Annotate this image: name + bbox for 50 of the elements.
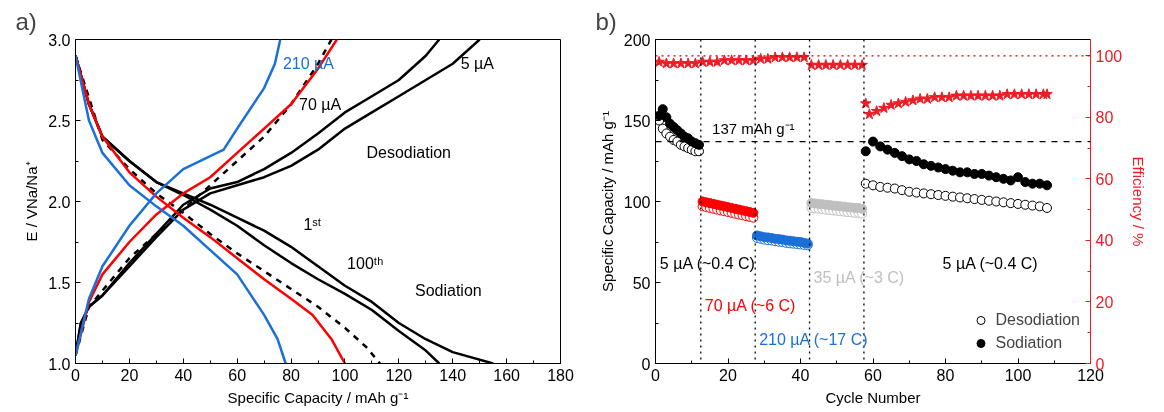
x-axis-title: Specific Capacity / mAh g⁻¹ bbox=[227, 388, 409, 406]
annotation: 35 µA (~3 C) bbox=[813, 269, 905, 287]
x-tick-label: 40 bbox=[791, 366, 810, 384]
y2-tick-label: 20 bbox=[1095, 293, 1114, 311]
y2-tick-label: 40 bbox=[1095, 232, 1114, 250]
y-tick-label: 100 bbox=[623, 193, 651, 211]
x-tick-label: 100 bbox=[331, 366, 359, 384]
annotation: 210 µA (~17 C) bbox=[759, 330, 868, 348]
annotation: 70 µA bbox=[299, 95, 342, 113]
x-tick-label: 40 bbox=[174, 366, 193, 384]
annotation: 5 µA bbox=[460, 55, 495, 73]
annotation: 70 µA (~6 C) bbox=[704, 296, 796, 314]
x-tick-label: 140 bbox=[439, 366, 467, 384]
y2-tick-label: 80 bbox=[1095, 109, 1114, 127]
annotation: 1ˢᵗ bbox=[303, 215, 322, 233]
x-tick-label: 180 bbox=[547, 366, 574, 384]
y-tick-label: 3.0 bbox=[48, 31, 71, 49]
x-tick-label: 100 bbox=[1004, 366, 1032, 384]
chart-title: b) bbox=[595, 7, 617, 35]
annotation: Desodiation bbox=[366, 144, 451, 162]
x-tick-label: 60 bbox=[228, 366, 247, 384]
x-tick-label: 20 bbox=[719, 366, 737, 384]
y-axis-title: Specific Capacity / mAh g⁻¹ bbox=[598, 111, 616, 292]
y-tick-label: 200 bbox=[623, 31, 651, 49]
y-tick-label: 50 bbox=[632, 274, 651, 292]
y-axis-title: E / VNa/Na⁺ bbox=[23, 161, 41, 242]
annotation: 5 µA (~0.4 C) bbox=[659, 254, 755, 272]
y-tick-label: 1.0 bbox=[48, 355, 71, 373]
x-axis-title: Cycle Number bbox=[825, 388, 921, 406]
y-tick-label: 2.5 bbox=[48, 112, 71, 130]
legend-label: Sodiation bbox=[995, 334, 1063, 352]
chart-title: a) bbox=[15, 7, 37, 35]
y-tick-label: 2.0 bbox=[48, 193, 71, 211]
annotation: 5 µA (~0.4 C) bbox=[942, 254, 1038, 272]
legend-label: Desodiation bbox=[995, 311, 1080, 329]
y2-tick-label: 100 bbox=[1095, 47, 1123, 65]
y-tick-label: 1.5 bbox=[48, 274, 71, 292]
x-tick-label: 80 bbox=[936, 366, 955, 384]
x-tick-label: 20 bbox=[120, 366, 139, 384]
y2-axis-title: Efficiency / % bbox=[1130, 156, 1148, 247]
ref-line-label: 137 mAh g⁻¹ bbox=[712, 119, 795, 137]
annotation: Sodiation bbox=[415, 282, 482, 300]
y-tick-label: 150 bbox=[623, 112, 651, 130]
x-tick-label: 160 bbox=[493, 366, 521, 384]
y2-tick-label: 60 bbox=[1095, 170, 1114, 188]
x-tick-label: 80 bbox=[282, 366, 301, 384]
annotation: 100ᵗʰ bbox=[347, 254, 384, 272]
x-tick-label: 120 bbox=[385, 366, 413, 384]
x-tick-label: 60 bbox=[864, 366, 882, 384]
y-tick-label: 0 bbox=[641, 355, 651, 373]
